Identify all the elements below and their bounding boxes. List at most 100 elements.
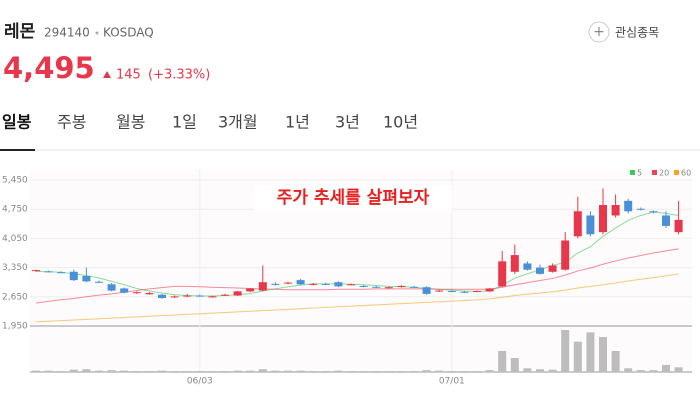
volume-bar: [498, 351, 507, 372]
candle-body: [384, 287, 393, 289]
candle-body: [611, 205, 620, 216]
candle-body: [624, 200, 633, 212]
candle-body: [334, 282, 343, 287]
candle-body: [498, 261, 507, 287]
candle-body: [321, 283, 330, 285]
change: 145: [116, 68, 141, 83]
watch-icon[interactable]: [588, 21, 610, 43]
volume-bar: [158, 370, 166, 372]
tab[interactable]: 1년: [285, 113, 310, 132]
candle-body: [573, 211, 582, 237]
volume-bar: [32, 370, 40, 372]
volume-bar: [334, 370, 343, 372]
candle-body: [435, 290, 444, 292]
candle-body: [296, 280, 305, 285]
volume-bar: [271, 370, 280, 372]
candle-body: [309, 283, 318, 285]
volume-bar: [372, 371, 381, 372]
candle-body: [183, 295, 192, 297]
volume-bar: [132, 371, 141, 372]
volume-bar: [221, 371, 229, 372]
candle-body: [32, 270, 40, 272]
volume-bar: [435, 370, 444, 372]
volume-bar: [170, 371, 179, 372]
volume-bar: [82, 369, 91, 372]
volume-bar: [460, 371, 469, 372]
volume-bar: [548, 369, 557, 372]
tab[interactable]: 월봉: [116, 113, 145, 132]
up-arrow: [103, 71, 111, 78]
candle-body: [57, 272, 66, 274]
price: 4,495: [3, 51, 95, 85]
volume-bar: [258, 369, 267, 372]
volume-bar: [599, 337, 607, 372]
candle-body: [158, 294, 166, 299]
volume-bar: [359, 371, 368, 372]
candle-body: [208, 296, 217, 298]
candle-body: [422, 287, 431, 294]
volume-bar: [561, 330, 570, 372]
candle-body: [170, 296, 179, 298]
candle-body: [536, 267, 544, 274]
x-tick-label: 07/01: [439, 377, 465, 387]
candle-body: [44, 271, 53, 273]
candle-body: [145, 293, 154, 295]
volume-bar: [674, 367, 683, 372]
volume-bar: [95, 370, 103, 372]
legend-label: 60: [681, 169, 691, 178]
tab[interactable]: 1일: [172, 113, 197, 132]
y-tick-label: 4,050: [2, 234, 28, 244]
annotation: 주가 추세를 살펴보자: [277, 188, 430, 208]
candle-body: [82, 275, 91, 282]
tab[interactable]: 3개월: [218, 113, 258, 132]
tab[interactable]: 주봉: [57, 113, 86, 132]
stock-name: 레몬: [4, 22, 36, 42]
plus: +: [593, 24, 605, 40]
legend-swatch: [674, 170, 679, 175]
watch-button[interactable]: 관심종목: [615, 26, 659, 40]
volume-bar: [57, 371, 66, 372]
candle-body: [195, 295, 204, 297]
volume-bar: [296, 370, 305, 372]
volume-bar: [422, 370, 431, 372]
candle-body: [485, 288, 494, 292]
tab[interactable]: 3년: [335, 113, 360, 132]
dot: [95, 31, 99, 35]
tab[interactable]: 10년: [383, 113, 418, 132]
volume-bar: [233, 370, 242, 372]
candle-body: [510, 255, 519, 272]
y-tick-label: 3,350: [2, 263, 28, 273]
candle-body: [397, 285, 406, 287]
candle-body: [95, 281, 103, 283]
ma-line: [35, 273, 679, 323]
candle-body: [246, 288, 255, 292]
volume-bar: [410, 371, 418, 372]
candle-body: [107, 284, 116, 291]
candle-body: [523, 263, 532, 270]
volume-bar: [586, 332, 595, 372]
volume-bar: [611, 351, 620, 372]
candle-body: [548, 265, 557, 272]
volume-bar: [284, 370, 292, 372]
candle-body: [233, 291, 242, 296]
candle-body: [132, 292, 141, 294]
annotation-bg: [254, 185, 452, 211]
candle-body: [636, 208, 645, 210]
candle-body: [586, 215, 595, 235]
volume-bar: [69, 369, 78, 372]
y-tick-label: 5,450: [2, 176, 28, 186]
volume-bar: [321, 371, 330, 372]
ma-line: [35, 248, 679, 304]
candle-body: [410, 286, 418, 288]
volume-bar: [44, 370, 53, 372]
volume-bar: [384, 371, 393, 372]
candle-body: [258, 282, 267, 291]
volume-bar: [649, 370, 658, 372]
candle-body: [372, 286, 381, 288]
candle-body: [473, 290, 481, 292]
volume-bar: [485, 370, 494, 372]
tab[interactable]: 일봉: [2, 113, 32, 132]
stock-code: 294140: [44, 26, 90, 40]
volume-bar: [473, 371, 481, 372]
